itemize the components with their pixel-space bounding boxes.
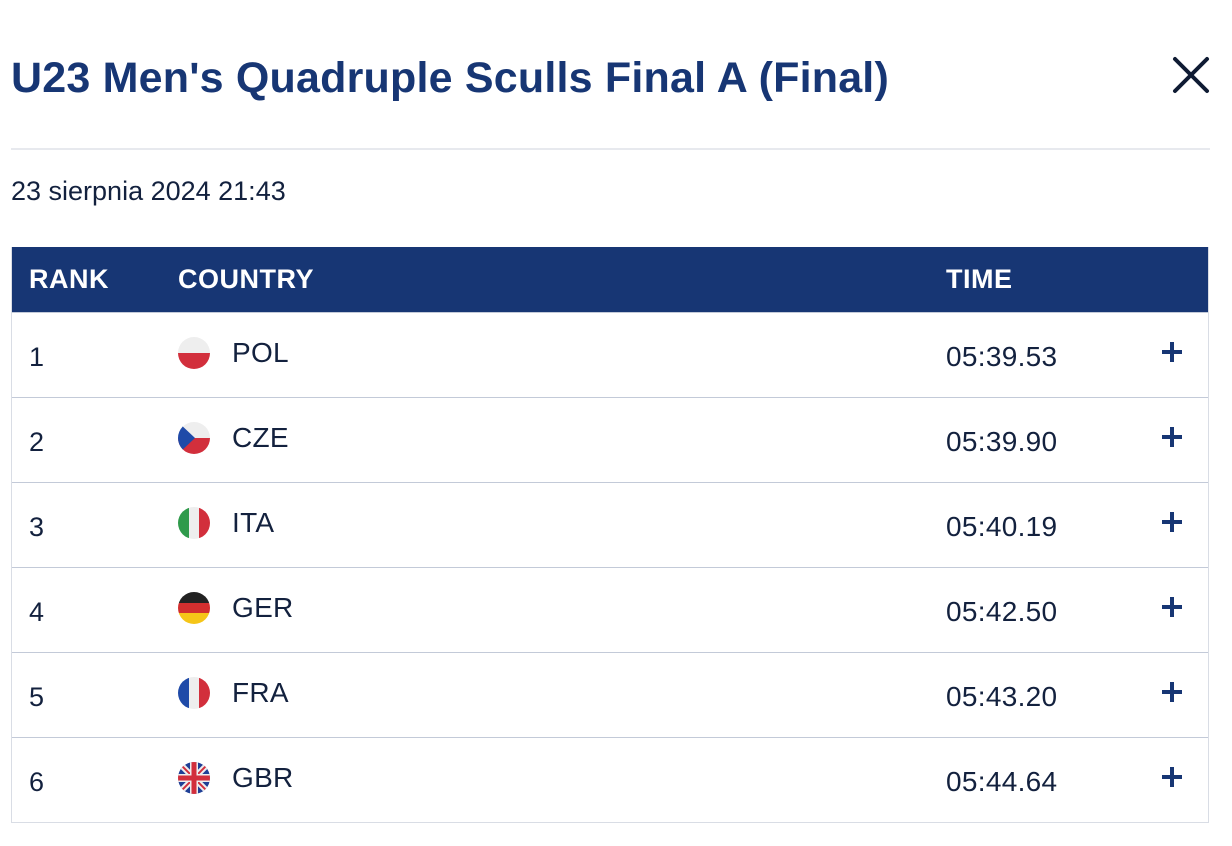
race-datetime: 23 sierpnia 2024 21:43 (11, 176, 286, 206)
plus-icon[interactable] (1160, 595, 1184, 619)
column-header-rank: RANK (29, 264, 109, 294)
close-icon[interactable] (1168, 52, 1214, 98)
country-cell: FRA (232, 677, 289, 708)
country-cell: ITA (232, 507, 275, 538)
table-header: RANK COUNTRY TIME (12, 247, 1208, 312)
poland-flag-icon (178, 337, 210, 369)
table-row[interactable]: 4 GER 05:42.50 (12, 567, 1208, 652)
czechia-flag-icon (178, 422, 210, 454)
plus-icon[interactable] (1160, 510, 1184, 534)
close-button[interactable] (1168, 52, 1214, 98)
time-cell: 05:40.19 (946, 511, 1058, 542)
rank-cell: 2 (29, 427, 45, 457)
plus-icon[interactable] (1160, 425, 1184, 449)
column-header-time: TIME (946, 264, 1013, 294)
italy-flag-icon (178, 507, 210, 539)
rank-cell: 3 (29, 512, 45, 542)
time-cell: 05:42.50 (946, 596, 1058, 627)
results-table: RANK COUNTRY TIME 1 POL 05:39.53 (11, 247, 1209, 823)
table-row[interactable]: 5 FRA 05:43.20 (12, 652, 1208, 737)
column-header-country: COUNTRY (178, 264, 314, 294)
time-cell: 05:39.90 (946, 426, 1058, 457)
page-title: U23 Men's Quadruple Sculls Final A (Fina… (11, 54, 889, 102)
time-cell: 05:43.20 (946, 681, 1058, 712)
germany-flag-icon (178, 592, 210, 624)
country-cell: GBR (232, 762, 294, 793)
plus-icon[interactable] (1160, 340, 1184, 364)
header-divider (11, 148, 1210, 150)
time-cell: 05:44.64 (946, 766, 1058, 797)
rank-cell: 6 (29, 767, 45, 797)
france-flag-icon (178, 677, 210, 709)
time-cell: 05:39.53 (946, 341, 1058, 372)
rank-cell: 5 (29, 682, 45, 712)
plus-icon[interactable] (1160, 765, 1184, 789)
plus-icon[interactable] (1160, 680, 1184, 704)
great-britain-flag-icon (178, 762, 210, 794)
table-row[interactable]: 2 CZE 05:39.90 (12, 397, 1208, 482)
rank-cell: 1 (29, 342, 45, 372)
country-cell: GER (232, 592, 294, 623)
table-row[interactable]: 3 ITA 05:40.19 (12, 482, 1208, 567)
table-row[interactable]: 1 POL 05:39.53 (12, 312, 1208, 397)
country-cell: POL (232, 337, 289, 368)
country-cell: CZE (232, 422, 289, 453)
table-row[interactable]: 6 GBR (12, 737, 1208, 822)
rank-cell: 4 (29, 597, 45, 627)
